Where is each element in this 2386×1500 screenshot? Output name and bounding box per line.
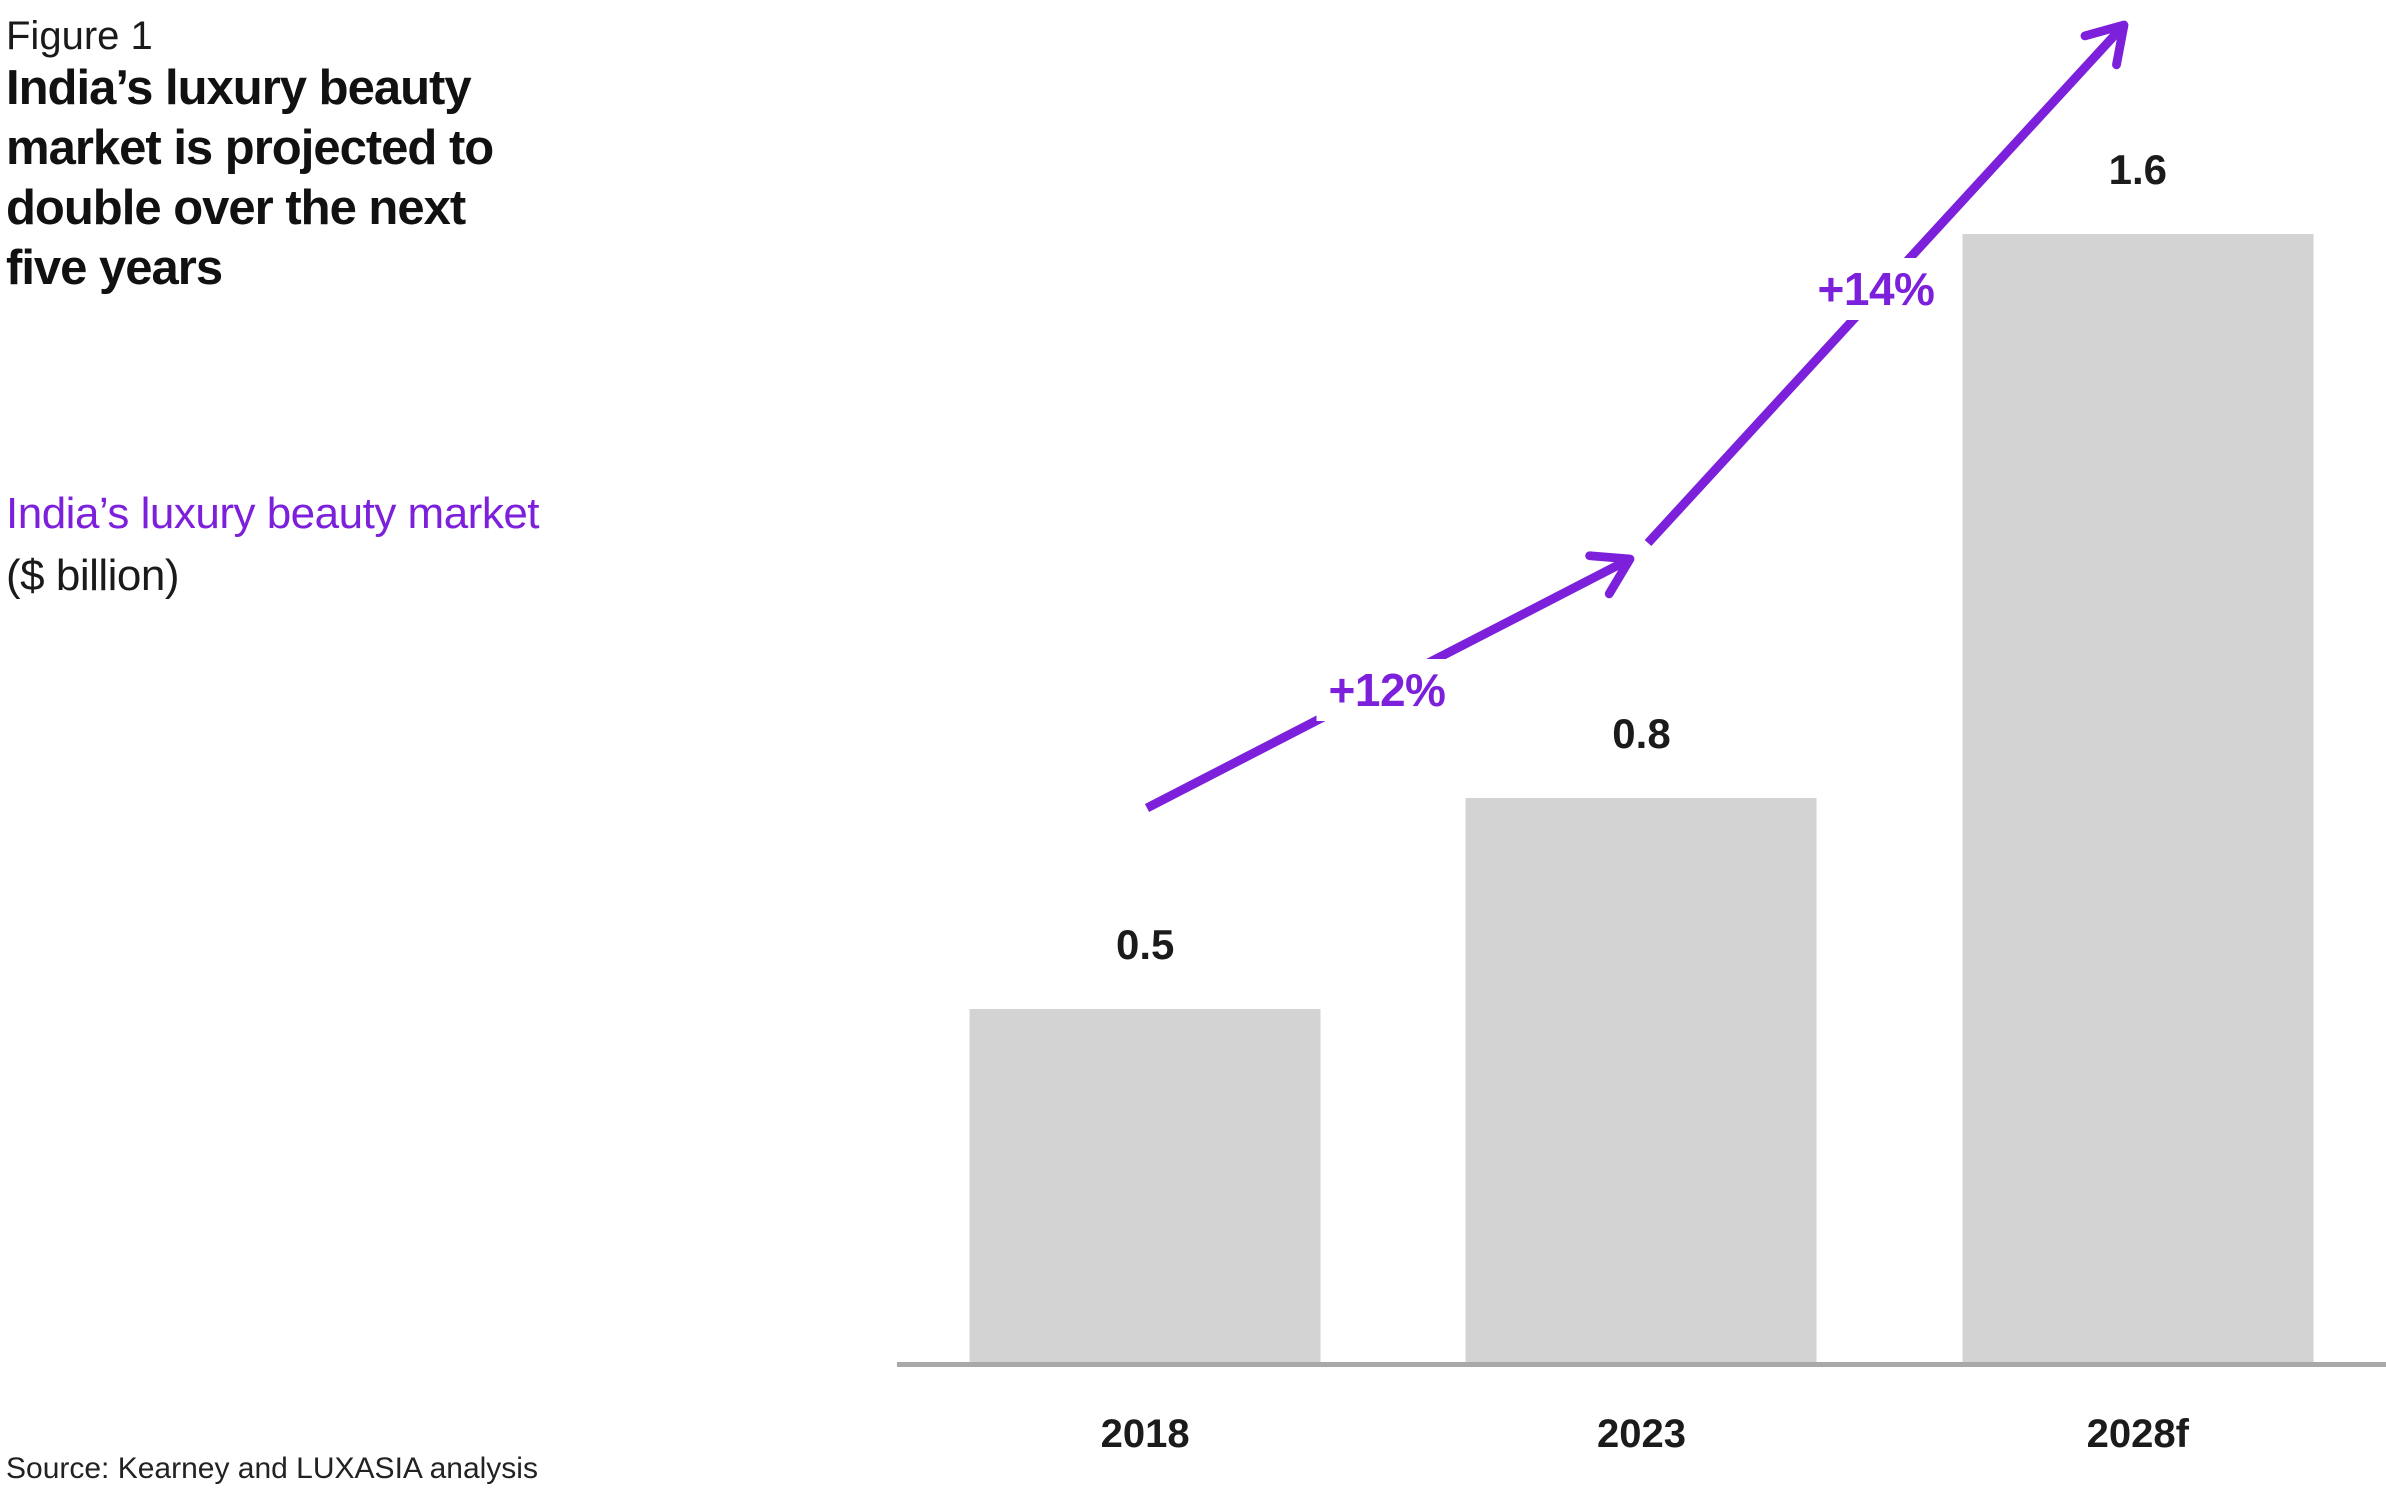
bar-value-label: 1.6 (2108, 146, 2168, 193)
figure-title-line: double over the next (6, 181, 466, 235)
chart-column-2023: 0.8 2023 (1393, 0, 1889, 1456)
figure-title: India’s luxury beauty market is projected… (6, 58, 494, 298)
figure-title-line: five years (6, 241, 223, 295)
chart-unit-label: ($ billion) (6, 551, 180, 600)
source-note: Source: Kearney and LUXASIA analysis (6, 1452, 538, 1485)
figure-label: Figure 1 (6, 14, 153, 58)
bar-chart: 0.5 2018 0.8 2023 1.6 2028f (897, 0, 2386, 1456)
figure-title-line: India’s luxury beauty (6, 61, 472, 115)
chart-subtitle: India’s luxury beauty market (6, 489, 540, 538)
x-axis-label-2028f: 2028f (2086, 1412, 2189, 1456)
bar-2018 (969, 1009, 1321, 1362)
growth-label-12pct: +12% (1316, 659, 1458, 721)
growth-label-14pct: +14% (1805, 258, 1947, 320)
figure-title-line: market is projected to (6, 121, 494, 175)
x-axis-label-2018: 2018 (1100, 1412, 1190, 1456)
bar-value-label: 0.5 (1115, 921, 1175, 968)
x-axis-label-2023: 2023 (1596, 1412, 1686, 1456)
bar-value-label: 0.8 (1612, 710, 1671, 757)
bar-2023 (1465, 798, 1817, 1362)
chart-column-2028f: 1.6 2028f (1890, 0, 2386, 1456)
x-axis-line (897, 1362, 2386, 1367)
bar-2028f (1962, 234, 2314, 1362)
chart-column-2018: 0.5 2018 (897, 0, 1393, 1456)
